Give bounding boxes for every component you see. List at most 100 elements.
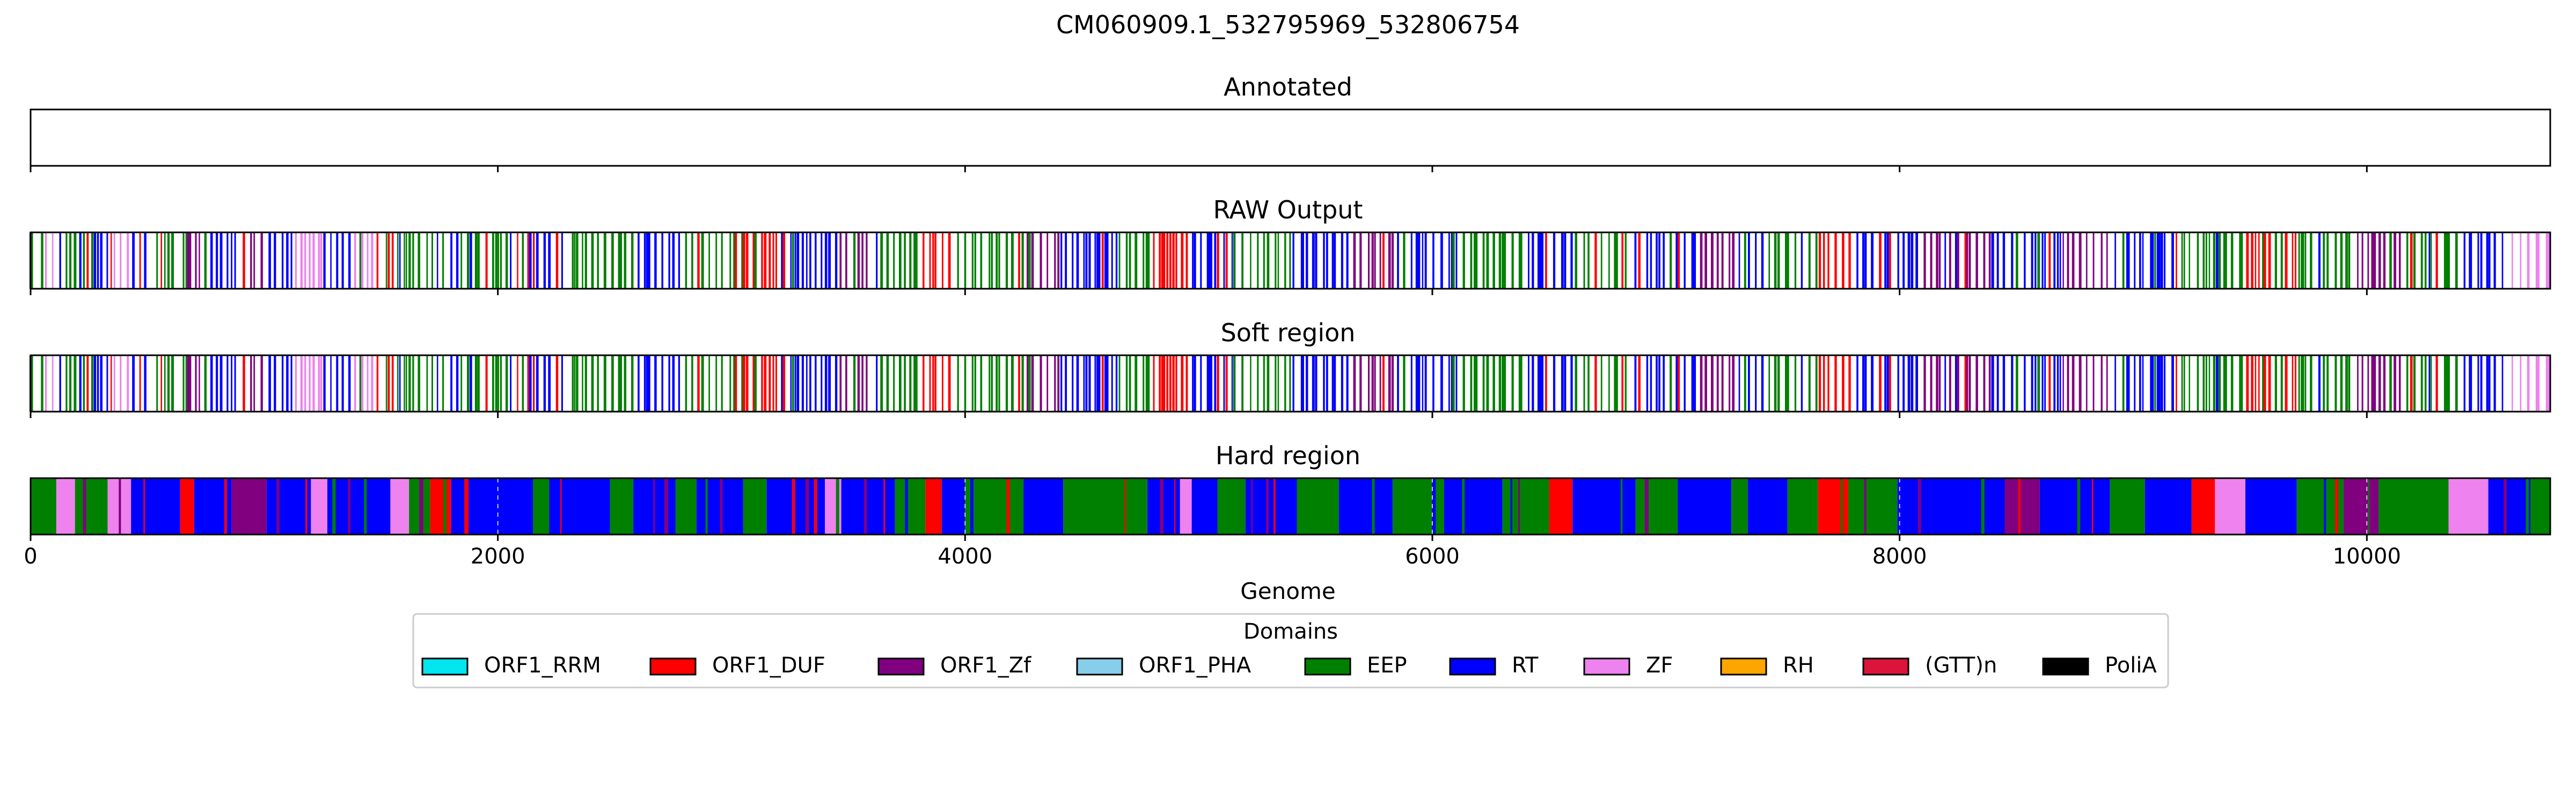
track-title: Hard region	[1216, 441, 1360, 470]
domain-block	[1191, 478, 1218, 535]
domain-block	[266, 478, 311, 535]
domain-block	[1462, 478, 1465, 535]
x-tick-label: 4000	[938, 544, 992, 569]
domain-block	[941, 478, 965, 535]
track-title: Soft region	[1221, 318, 1356, 347]
domain-block	[814, 478, 817, 535]
domain-block	[1338, 478, 1393, 535]
domain-block	[1372, 478, 1375, 535]
domain-block	[2379, 478, 2449, 535]
x-tick-label: 0	[24, 544, 37, 569]
legend-swatch	[1304, 657, 1351, 676]
track-frame	[30, 231, 2551, 290]
domain-block	[1502, 478, 1549, 535]
track-marks	[31, 478, 2550, 535]
domain-block	[521, 478, 523, 535]
domain-block	[2145, 478, 2192, 535]
domain-block	[1510, 478, 1512, 535]
domain-block	[1549, 478, 1573, 535]
domain-block	[75, 478, 108, 535]
domain-block	[56, 478, 75, 535]
domain-block	[1864, 478, 1867, 535]
legend-swatch	[2042, 657, 2089, 676]
domain-block	[841, 478, 895, 535]
domain-block	[2526, 478, 2529, 535]
legend-label: ORF1_RRM	[484, 653, 601, 678]
domain-block	[283, 478, 288, 535]
track-frame	[30, 354, 2551, 413]
domain-block	[1678, 478, 1732, 535]
domain-block	[1180, 478, 1192, 535]
domain-block	[1818, 478, 1848, 535]
legend-entry: ORF1_DUF	[649, 653, 825, 678]
x-axis-label: Genome	[1240, 578, 1335, 604]
domain-block	[1747, 478, 1788, 535]
domain-block	[1583, 478, 1586, 535]
legend-label: ORF1_DUF	[712, 653, 825, 678]
track-frame	[30, 108, 2551, 167]
domain-block	[1444, 478, 1503, 535]
track-marks	[29, 232, 2550, 289]
domain-block	[83, 478, 86, 535]
track-ticks: 0 2000 4000 6000 8000 10000	[24, 535, 2401, 569]
legend-entry: EEP	[1304, 653, 1407, 678]
track-marks	[29, 355, 2550, 412]
legend-swatch	[877, 657, 925, 676]
domain-block	[464, 478, 469, 535]
legend-entry: ORF1_PHA	[1076, 653, 1252, 678]
domain-block	[863, 478, 867, 535]
legend-label: ORF1_Zf	[940, 653, 1031, 678]
legend-swatch	[421, 657, 469, 676]
domain-block	[2448, 478, 2489, 535]
domain-block	[1620, 478, 1623, 535]
domain-block	[2039, 478, 2110, 535]
legend-entry: (GTT)n	[1862, 653, 1997, 678]
domain-block	[1266, 478, 1269, 535]
domain-block	[1952, 478, 1954, 535]
x-tick-label: 2000	[471, 544, 525, 569]
track-hard-region: Hard region 0 2000 4000 6000 8000 10000	[24, 441, 2551, 569]
domain-block	[798, 478, 800, 535]
domain-block	[720, 478, 723, 535]
domain-block	[2517, 478, 2521, 535]
domain-block	[2335, 478, 2338, 535]
domain-block	[905, 478, 908, 535]
domain-block	[1124, 478, 1126, 535]
domain-block	[1006, 478, 1010, 535]
domain-block	[311, 478, 327, 535]
domain-block	[970, 478, 974, 535]
track-ticks	[30, 166, 2368, 172]
legend-swatch	[1862, 657, 1909, 676]
track-annotated: Annotated	[30, 72, 2551, 172]
domain-block	[443, 478, 447, 535]
legend-entries: ORF1_RRM ORF1_DUF ORF1_Zf ORF1_PHA EEP RT ZF RH…	[421, 653, 2157, 678]
domain-block	[119, 478, 121, 535]
domain-block	[332, 478, 336, 535]
legend-swatch	[1076, 657, 1123, 676]
domain-block	[348, 478, 351, 535]
domain-block	[965, 478, 1024, 535]
domain-block	[2110, 478, 2145, 535]
domain-block	[1518, 478, 1520, 535]
legend-label: PoliA	[2105, 653, 2157, 678]
legend-label: ZF	[1646, 653, 1673, 678]
domain-block	[2488, 478, 2530, 535]
track-frame	[30, 477, 2551, 536]
domain-block	[792, 478, 795, 535]
domain-block	[231, 478, 267, 535]
domain-block	[327, 478, 391, 535]
legend-swatch	[1583, 657, 1630, 676]
legend-swatch	[1720, 657, 1767, 676]
legend-entry: PoliA	[2042, 653, 2157, 678]
domain-block	[2018, 478, 2021, 535]
track-soft-region: Soft region	[29, 318, 2551, 418]
domain-block	[1848, 478, 1898, 535]
domain-block	[705, 478, 708, 535]
domain-block	[653, 478, 655, 535]
domain-block	[761, 478, 763, 535]
legend-label: EEP	[1367, 653, 1407, 678]
domain-block	[610, 478, 634, 535]
track-title: RAW Output	[1213, 195, 1363, 224]
domain-block	[1653, 478, 1657, 535]
domain-block	[696, 478, 743, 535]
